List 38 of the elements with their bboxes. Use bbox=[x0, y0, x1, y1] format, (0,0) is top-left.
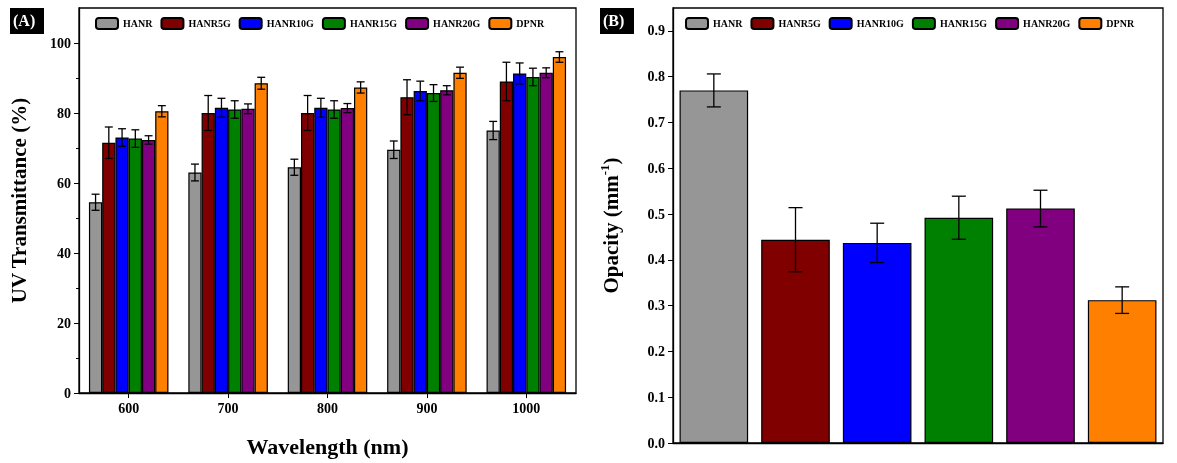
y-axis-title: Opacity (mm-1) bbox=[597, 157, 623, 294]
text: (B) bbox=[603, 11, 625, 30]
y-tick-label: 100 bbox=[50, 35, 71, 51]
legend-label: HANR20G bbox=[1023, 18, 1071, 29]
legend-label: HANR5G bbox=[188, 18, 231, 29]
y-tick-label: 0.1 bbox=[647, 389, 665, 405]
text: (A) bbox=[13, 11, 36, 30]
legend-label: HANR20G bbox=[433, 18, 481, 29]
y-tick-label: 0 bbox=[64, 385, 71, 401]
legend-label: HANR5G bbox=[778, 18, 821, 29]
legend-label: HANR bbox=[123, 18, 154, 29]
x-tick-label: 700 bbox=[217, 400, 239, 416]
legend-label: HANR10G bbox=[856, 18, 905, 29]
y-tick-label: 20 bbox=[57, 315, 71, 331]
legend-label: HANR15G bbox=[939, 18, 988, 29]
y-tick-label: 0.3 bbox=[647, 298, 665, 314]
y-tick-label: 0.4 bbox=[647, 252, 665, 268]
y-tick-label: 0.2 bbox=[647, 343, 665, 359]
x-tick-label: 1000 bbox=[512, 400, 541, 416]
legend-label: HANR10G bbox=[266, 18, 315, 29]
y-tick-label: 0.8 bbox=[647, 69, 665, 85]
x-tick-label: 800 bbox=[317, 400, 338, 416]
y-tick-label: 60 bbox=[57, 175, 71, 191]
y-tick-label: 80 bbox=[57, 105, 71, 121]
y-tick-label: 40 bbox=[57, 245, 71, 261]
y-tick-label: 0.0 bbox=[647, 435, 665, 451]
legend-label: HANR15G bbox=[349, 18, 398, 29]
x-axis-title: Wavelength (nm) bbox=[246, 433, 409, 459]
y-tick-label: 0.6 bbox=[647, 160, 665, 176]
legend-label: DPNR bbox=[1106, 18, 1135, 29]
x-tick-label: 600 bbox=[118, 400, 140, 416]
legend-label: HANR bbox=[713, 18, 744, 29]
legend-label: DPNR bbox=[516, 18, 545, 29]
y-tick-label: 0.9 bbox=[647, 23, 665, 39]
y-axis-title: UV Transmittance (%) bbox=[6, 97, 31, 304]
y-tick-label: 0.5 bbox=[647, 206, 665, 222]
y-tick-label: 0.7 bbox=[647, 114, 665, 130]
x-tick-label: 900 bbox=[416, 400, 438, 416]
